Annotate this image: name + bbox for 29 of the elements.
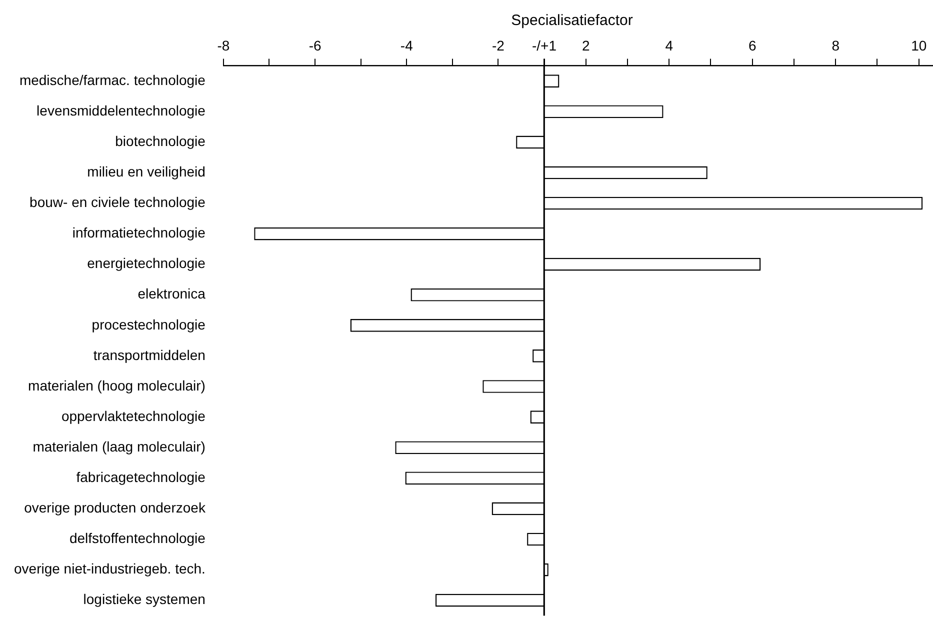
y-tick-label: procestechnologie [92,316,206,332]
y-tick-label: informatietechnologie [72,224,206,241]
y-tick-label: fabricagetechnologie [76,469,206,486]
y-tick-label: medische/farmac. technologie [19,72,206,88]
x-tick-label: -4 [400,37,414,54]
y-tick-label: levensmiddelentechnologie [36,102,206,118]
x-axis-title: Specialisatiefactor [511,12,633,29]
x-tick-label: -6 [308,37,322,54]
x-tick-label: -/+1 [532,37,556,54]
y-tick-label: transportmiddelen [93,346,206,363]
y-tick-label: materialen (laag moleculair) [32,438,206,454]
x-tick-label: 6 [748,37,756,54]
y-tick-label: overige niet-industriegeb. tech. [14,560,206,577]
x-tick-label: -2 [492,37,505,54]
y-tick-label: bouw- en civiele technologie [30,194,206,210]
y-tick-label: delfstoffentechnologie [69,530,206,546]
x-tick-label: 2 [582,37,590,54]
y-tick-label: oppervlaktetechnologie [61,408,206,424]
y-tick-label: biotechnologie [115,133,206,150]
y-tick-label: overige producten onderzoek [24,500,206,516]
x-tick-label: 10 [910,37,927,54]
x-tick-label: 8 [831,37,840,54]
y-tick-label: materialen (hoog moleculair) [28,377,206,394]
y-tick-label: energietechnologie [87,255,206,272]
x-tick-label: -8 [217,37,230,54]
y-tick-label: elektronica [138,286,206,302]
y-tick-label: logistieke systemen [83,591,206,608]
y-tick-label: milieu en veiligheid [87,164,206,180]
x-tick-label: 4 [664,37,673,54]
